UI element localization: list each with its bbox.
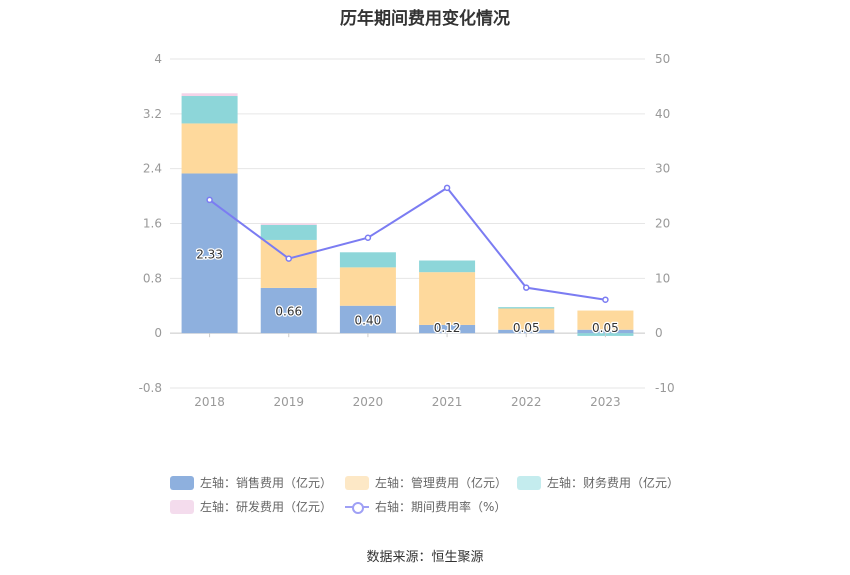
left-tick-label-0: 4 [154,52,162,66]
right-tick-label-2: 30 [655,162,670,176]
left-tick-label-6: -0.8 [139,381,162,395]
grid-lines [170,58,645,389]
bar-1-2020 [339,267,396,306]
bar-1-2019 [260,239,317,288]
x-axis-ticks: 2018 2019 2020 2021 2022 2023 [194,333,621,409]
bar-3-2018 [181,93,238,97]
bar-0-2022 [498,329,555,334]
left-tick-label-5: 0 [154,326,162,340]
bar-2-2019 [260,224,317,240]
right-tick-label-5: 0 [655,326,663,340]
legend-label-finance: 左轴：财务费用（亿元） [547,476,680,490]
legend-label-admin: 左轴：管理费用（亿元） [375,476,508,490]
rate-point-2021 [443,184,451,192]
bar-2-2020 [339,252,396,268]
data-source: 数据来源：恒生聚源 [366,550,484,565]
bar-2-2022 [498,307,555,309]
left-tick-label-4: 0.8 [143,271,162,285]
legend-item-admin[interactable]: 左轴：管理费用（亿元） [345,474,507,491]
right-tick-label-1: 40 [655,107,670,121]
x-tick-label-2023: 2023 [590,395,621,409]
rate-point-2023 [602,296,609,303]
bar-series [181,93,634,336]
bar-0-2020 [339,305,396,334]
rate-line-series [206,184,609,303]
x-tick-label-2018: 2018 [194,395,225,409]
bar-0-2023 [577,329,634,334]
legend-swatch-sales [170,475,194,490]
right-tick-label-0: 50 [655,52,670,66]
legend-swatch-admin [345,475,369,490]
bar-1-2023 [577,310,634,330]
right-tick-label-3: 20 [655,217,670,231]
right-tick-label-4: 10 [655,271,670,285]
legend-item-rate[interactable]: 右轴：期间费用率（%） [345,498,506,515]
bar-1-2018 [181,123,238,174]
rate-point-2020 [364,234,372,242]
bar-3-2019 [260,223,317,225]
left-tick-label-3: 1.6 [143,217,162,231]
bar-label-2020: 0.40 [355,313,382,327]
legend-swatch-finance [517,475,541,490]
bar-data-labels: 2.33 0.66 0.40 0.12 0.05 0.05 [195,246,620,336]
bar-1-2022 [498,308,555,330]
legend-swatch-rate [345,500,369,514]
rate-point-2019 [285,255,292,262]
x-tick-label-2021: 2021 [432,395,463,409]
legend-item-sales[interactable]: 左轴：销售费用（亿元） [170,474,332,491]
bar-label-2019: 0.66 [275,305,302,319]
legend-label-sales: 左轴：销售费用（亿元） [200,476,333,490]
rate-line [208,186,606,301]
x-tick-label-2022: 2022 [511,395,542,409]
bar-0-2021 [419,324,476,334]
left-axis-ticks: 4 3.2 2.4 1.6 0.8 0 -0.8 [139,52,162,395]
bar-label-2023: 0.05 [592,321,619,335]
left-tick-label-2: 2.4 [143,162,162,176]
legend-item-finance[interactable]: 左轴：财务费用（亿元） [517,474,679,491]
bar-label-2022: 0.05 [513,321,540,335]
bar-2-2018 [181,96,238,124]
left-tick-label-1: 3.2 [143,107,162,121]
bar-label-2021: 0.12 [434,321,461,335]
bar-1-2021 [419,272,476,325]
x-tick-label-2019: 2019 [273,395,304,409]
rate-point-2018 [206,196,213,204]
legend-label-rnd: 左轴：研发费用（亿元） [200,500,333,514]
x-tick-label-2020: 2020 [353,395,384,409]
bar-2-2021 [419,260,476,273]
rate-point-2022 [523,284,530,291]
right-tick-label-6: -10 [655,381,675,395]
bar-0-2019 [260,287,317,334]
legend-swatch-rnd [170,499,194,514]
legend-label-rate: 右轴：期间费用率（%） [375,500,507,514]
legend-item-rnd[interactable]: 左轴：研发费用（亿元） [170,498,332,515]
right-axis-ticks: 50 40 30 20 10 0 -10 [655,52,675,395]
bar-label-2018: 2.33 [196,247,223,261]
chart-title: 历年期间费用变化情况 [340,9,510,29]
